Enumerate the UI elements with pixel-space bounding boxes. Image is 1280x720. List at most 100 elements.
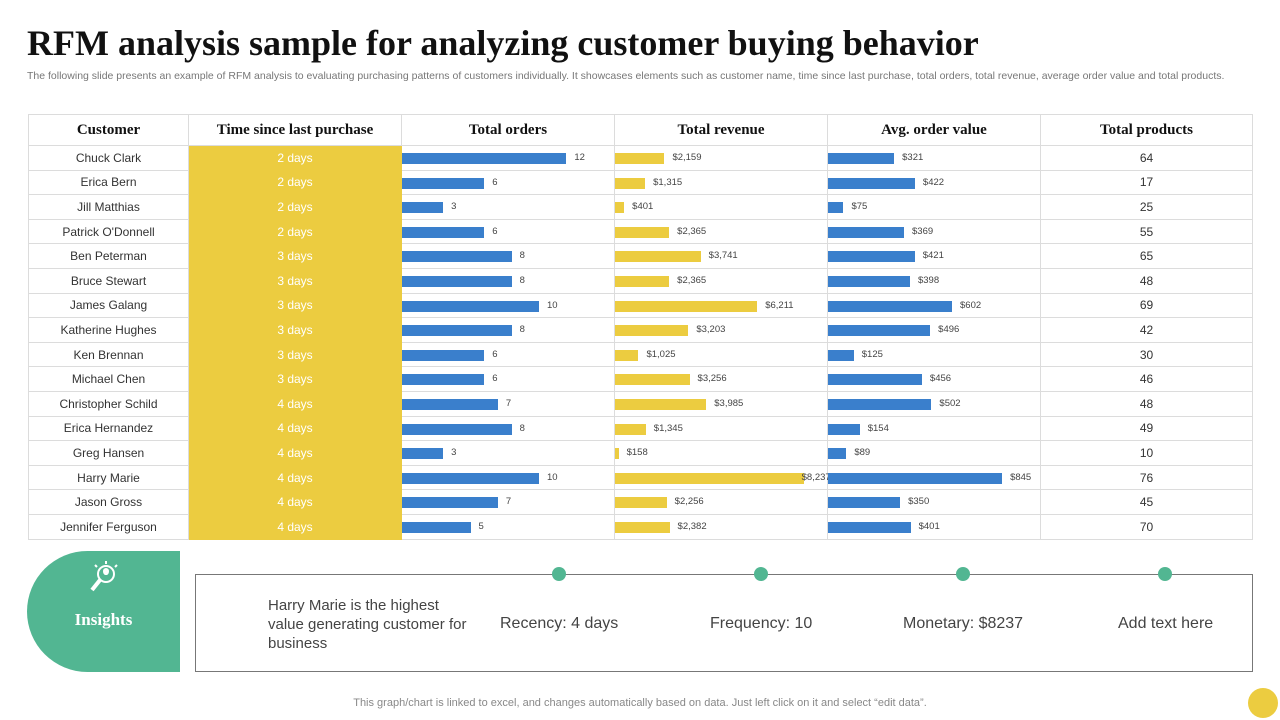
cell-avg-order: $422 — [827, 169, 1041, 196]
bar-avg-order — [828, 374, 922, 386]
cell-avg-order: $496 — [827, 317, 1041, 343]
timeline-dot — [754, 567, 768, 581]
timeline-dot — [1158, 567, 1172, 581]
bar-label-avg-order: $422 — [922, 176, 945, 188]
cell-avg-order: $369 — [827, 218, 1041, 245]
cell-revenue: $2,365 — [614, 218, 828, 245]
bar-label-avg-order: $154 — [867, 422, 889, 434]
cell-products: 64 — [1040, 145, 1253, 171]
lightbulb-magnifier-icon — [90, 561, 118, 592]
cell-recency: 4 days — [188, 513, 402, 540]
cell-avg-order: $154 — [827, 415, 1041, 442]
cell-revenue: $2,382 — [614, 513, 828, 540]
cell-products: 25 — [1040, 194, 1253, 220]
cell-orders: 6 — [401, 366, 615, 392]
header-products: Total products — [1040, 114, 1253, 146]
cell-recency: 3 days — [188, 243, 402, 269]
bar-label-orders: 10 — [547, 471, 558, 483]
insight-summary: Harry Marie is the highest value generat… — [268, 597, 467, 652]
footer-note: This graph/chart is linked to excel, and… — [353, 697, 927, 709]
cell-avg-order: $845 — [827, 464, 1041, 491]
cell-orders: 7 — [401, 390, 615, 417]
bar-label-avg-order: $398 — [917, 274, 940, 286]
cell-orders: 8 — [401, 415, 615, 442]
cell-orders: 3 — [401, 440, 615, 466]
cell-recency: 4 days — [188, 464, 402, 491]
bar-avg-order — [828, 423, 860, 435]
table-row: Bruce Stewart 3 days 8 $2,365 $398 48 — [28, 267, 1253, 294]
cell-products: 46 — [1040, 366, 1253, 392]
cell-orders: 5 — [401, 513, 615, 540]
table-row: Ken Brennan 3 days 6 $1,025 $125 30 — [28, 341, 1253, 368]
bar-label-orders: 6 — [492, 373, 498, 385]
cell-recency: 4 days — [188, 489, 402, 515]
bar-revenue — [615, 521, 670, 533]
bar-label-revenue: $2,159 — [672, 152, 702, 163]
bar-revenue — [615, 177, 646, 189]
bar-avg-order — [828, 202, 844, 214]
bar-label-avg-order: $496 — [938, 324, 960, 336]
cell-avg-order: $456 — [827, 366, 1041, 392]
cell-customer: Patrick O'Donnell — [28, 218, 189, 245]
page-title: RFM analysis sample for analyzing custom… — [27, 23, 979, 63]
bar-revenue — [615, 472, 804, 484]
cell-orders: 10 — [401, 292, 615, 319]
bar-revenue — [615, 325, 689, 337]
bar-label-revenue: $3,985 — [714, 397, 744, 409]
cell-revenue: $1,345 — [614, 415, 828, 442]
cell-customer: Ben Peterman — [28, 243, 189, 269]
table-row: Christopher Schild 4 days 7 $3,985 $502 48 — [28, 390, 1253, 417]
insights-box — [195, 574, 1253, 672]
bar-label-revenue: $3,203 — [696, 324, 726, 336]
cell-recency: 4 days — [188, 440, 402, 466]
cell-avg-order: $502 — [827, 390, 1041, 417]
bar-orders — [402, 374, 485, 386]
bar-label-revenue: $1,315 — [653, 176, 683, 188]
bar-avg-order — [828, 153, 895, 164]
rfm-table[interactable]: Customer Time since last purchase Total … — [28, 114, 1253, 540]
cell-revenue: $2,159 — [614, 145, 828, 171]
bar-revenue — [615, 448, 619, 460]
cell-revenue: $3,985 — [614, 390, 828, 417]
cell-avg-order: $125 — [827, 341, 1041, 368]
bar-revenue — [615, 423, 646, 435]
cell-products: 45 — [1040, 489, 1253, 515]
page-subtitle: The following slide presents an example … — [27, 70, 1225, 82]
bar-orders — [402, 325, 512, 337]
cell-revenue: $158 — [614, 440, 828, 466]
bar-avg-order — [828, 300, 952, 312]
cell-products: 48 — [1040, 267, 1253, 294]
cell-products: 70 — [1040, 513, 1253, 540]
cell-customer: Greg Hansen — [28, 440, 189, 466]
bar-revenue — [615, 202, 625, 214]
bar-label-revenue: $1,025 — [646, 348, 676, 360]
bar-label-revenue: $8,237 — [801, 471, 831, 483]
cell-customer: Chuck Clark — [28, 145, 189, 171]
cell-recency: 2 days — [188, 145, 402, 171]
bar-label-avg-order: $321 — [902, 152, 924, 163]
cell-recency: 3 days — [188, 317, 402, 343]
bar-orders — [402, 349, 485, 361]
table-row: Erica Bern 2 days 6 $1,315 $422 17 — [28, 169, 1253, 196]
bar-label-orders: 5 — [478, 520, 484, 532]
header-orders: Total orders — [401, 114, 615, 146]
bar-avg-order — [828, 521, 911, 533]
table-row: Ben Peterman 3 days 8 $3,741 $421 65 — [28, 243, 1253, 269]
cell-products: 17 — [1040, 169, 1253, 196]
cell-products: 49 — [1040, 415, 1253, 442]
cell-orders: 7 — [401, 489, 615, 515]
cell-recency: 2 days — [188, 194, 402, 220]
bar-avg-order — [828, 472, 1003, 484]
cell-products: 10 — [1040, 440, 1253, 466]
table-row: Michael Chen 3 days 6 $3,256 $456 46 — [28, 366, 1253, 392]
cell-orders: 8 — [401, 267, 615, 294]
cell-recency: 4 days — [188, 415, 402, 442]
bar-label-orders: 6 — [492, 225, 498, 237]
cell-products: 76 — [1040, 464, 1253, 491]
cell-products: 30 — [1040, 341, 1253, 368]
bar-label-orders: 6 — [492, 348, 498, 360]
cell-revenue: $3,256 — [614, 366, 828, 392]
cell-customer: James Galang — [28, 292, 189, 319]
bar-label-revenue: $2,256 — [674, 496, 704, 508]
cell-avg-order: $75 — [827, 194, 1041, 220]
